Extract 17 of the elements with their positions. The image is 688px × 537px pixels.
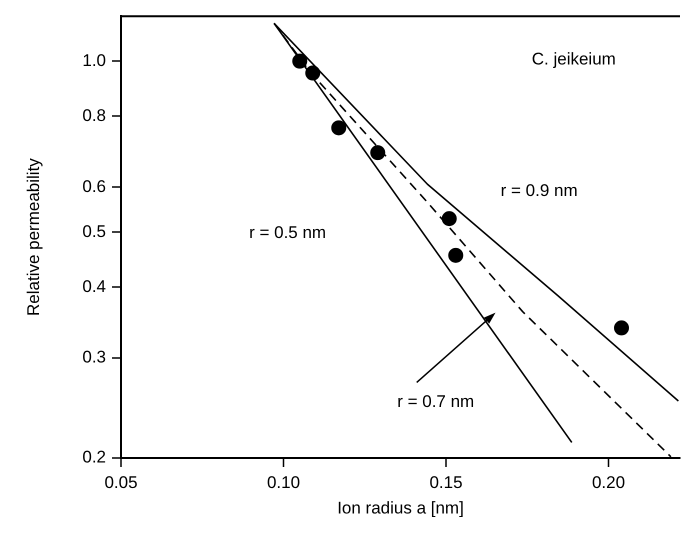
y-tick-label: 1.0 — [82, 50, 106, 70]
y-tick-label: 0.2 — [82, 448, 106, 467]
x-axis-title: Ion radius a [nm] — [337, 498, 464, 518]
y-tick-label: 0.3 — [82, 348, 106, 367]
y-tick-label: 0.8 — [82, 106, 106, 125]
x-tick-label: 0.15 — [429, 472, 463, 492]
y-axis-title: Relative permeability — [24, 158, 43, 316]
y-tick-label: 0.6 — [82, 176, 106, 196]
x-tick-label: 0.10 — [266, 472, 300, 492]
annotation: r = 0.9 nm — [500, 180, 578, 200]
x-tick-label: 0.05 — [104, 472, 138, 492]
y-tick-label: 0.4 — [82, 276, 106, 296]
x-tick-label: 0.20 — [592, 472, 626, 492]
y-tick-label: 0.5 — [82, 222, 106, 241]
annotation: r = 0.5 nm — [249, 222, 326, 242]
text: C. jeikeium — [532, 50, 616, 69]
annotation: r = 0.7 nm — [397, 392, 474, 412]
